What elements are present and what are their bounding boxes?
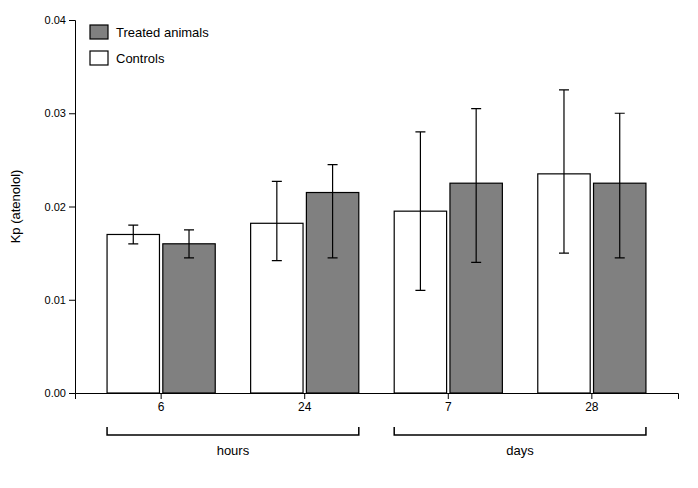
legend-swatch [90, 51, 108, 65]
tick-mark [69, 20, 75, 21]
tick-mark [69, 300, 75, 301]
tick-mark [161, 393, 162, 399]
series [163, 109, 646, 393]
x-tick: 6 [158, 393, 165, 414]
tick-mark [69, 207, 75, 208]
tick-label: 24 [298, 400, 312, 414]
error-bar [128, 225, 138, 244]
chart: 0.00 0.01 0.02 0.03 0.04 6 24 7 28 Kp (atenolol) h… [0, 0, 698, 488]
error-bar [328, 165, 338, 258]
bracket [107, 427, 359, 435]
tick-label: 6 [158, 400, 165, 414]
tick-label: 0.01 [45, 294, 66, 306]
error-bar [272, 181, 282, 260]
x-tick: 28 [585, 393, 599, 414]
plot: 0.00 0.01 0.02 0.03 0.04 6 24 7 28 Kp (atenolol) h… [8, 14, 679, 458]
bar [107, 234, 159, 393]
tick-label: 28 [585, 400, 599, 414]
y-axis: 0.00 0.01 0.02 0.03 0.04 [45, 14, 76, 399]
error-bar [415, 132, 425, 291]
tick-mark [304, 393, 305, 399]
x-axis: 6 24 7 28 [76, 393, 679, 414]
x-tick: 24 [298, 393, 312, 414]
y-tick: 0.04 [45, 14, 75, 26]
x-tick: 7 [445, 393, 452, 414]
annotation: days [506, 443, 534, 458]
legend-item: Controls [90, 51, 165, 66]
marks [107, 90, 646, 393]
error-bar [615, 113, 625, 258]
tick-label: 0.02 [45, 201, 66, 213]
y-tick: 0.00 [45, 387, 75, 399]
tick-mark [69, 113, 75, 114]
tick-label: 7 [445, 400, 452, 414]
axis-line [76, 394, 679, 400]
legend-label: Controls [116, 51, 165, 66]
legend-item: Treated animals [90, 25, 209, 40]
y-tick: 0.02 [45, 201, 75, 213]
bracket [394, 427, 646, 435]
axis-line [69, 21, 76, 394]
tick-mark [448, 393, 449, 399]
error-bar [559, 90, 569, 253]
y-tick: 0.01 [45, 294, 75, 306]
series [107, 90, 590, 393]
y-axis-title: Kp (atenolol) [8, 170, 23, 244]
error-bar [184, 230, 194, 258]
annotation: hours [217, 443, 250, 458]
tick-mark [591, 393, 592, 399]
tick-mark [69, 393, 75, 394]
legend-swatch [90, 25, 108, 39]
y-tick: 0.03 [45, 107, 75, 119]
tick-label: 0.00 [45, 387, 66, 399]
bar [163, 244, 215, 393]
legend: Treated animals Controls [90, 25, 209, 66]
tick-label: 0.04 [45, 14, 66, 26]
tick-label: 0.03 [45, 107, 66, 119]
error-bar [471, 109, 481, 263]
legend-label: Treated animals [116, 25, 209, 40]
